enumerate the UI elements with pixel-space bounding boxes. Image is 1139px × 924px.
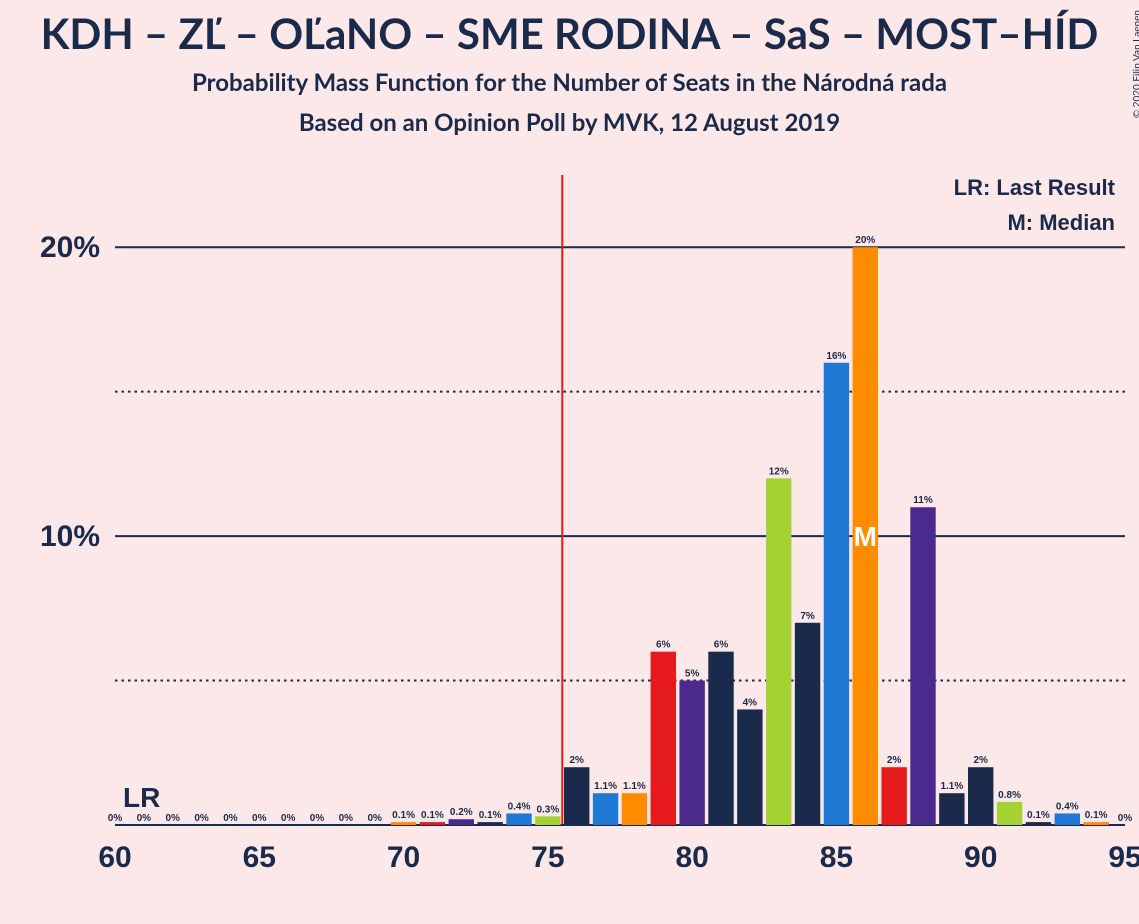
x-tick-label: 60 [98, 841, 131, 874]
bar-label: 11% [913, 495, 933, 506]
bar-label: 0% [137, 813, 152, 824]
bar-label: 2% [973, 755, 988, 766]
chart-area: 10%20%0%0%0%0%0%0%0%0%0%0%0.1%0.1%0.2%0.… [115, 175, 1125, 825]
bar-label: 0% [339, 813, 354, 824]
bar [420, 822, 445, 825]
bar-label: 0.1% [421, 810, 444, 821]
bar-label: 1.1% [623, 781, 646, 792]
x-tick-label: 80 [675, 841, 708, 874]
bar-label: 0.8% [998, 790, 1021, 801]
bar-label: 5% [685, 669, 700, 680]
copyright-text: © 2020 Filip Van Laenen [1131, 10, 1139, 118]
bar-label: 1.1% [594, 781, 617, 792]
x-tick-label: 65 [243, 841, 276, 874]
legend-m: M: Median [1007, 210, 1115, 235]
subtitle-1: Probability Mass Function for the Number… [0, 68, 1139, 97]
y-tick-label: 20% [40, 231, 100, 264]
bar-label: 0.1% [479, 810, 502, 821]
bar [824, 363, 849, 825]
bar-label: 0% [252, 813, 267, 824]
bar-label: 20% [855, 235, 875, 246]
bar-label: 4% [743, 697, 758, 708]
x-tick-label: 70 [387, 841, 420, 874]
bar [391, 822, 416, 825]
bar-label: 0% [310, 813, 325, 824]
lr-label: LR [123, 782, 160, 813]
bar-label: 0.1% [392, 810, 415, 821]
bar [968, 767, 993, 825]
bar-label: 0.4% [1056, 801, 1079, 812]
x-tick-label: 75 [531, 841, 564, 874]
subtitle-2: Based on an Opinion Poll by MVK, 12 Augu… [0, 108, 1139, 137]
bar [795, 623, 820, 825]
bar [1026, 822, 1051, 825]
bar-label: 0% [367, 813, 382, 824]
bar-label: 0% [165, 813, 180, 824]
bar-label: 12% [769, 466, 789, 477]
bar-label: 16% [826, 351, 846, 362]
bar [564, 767, 589, 825]
bar-label: 0% [194, 813, 209, 824]
bar-label: 6% [656, 640, 671, 651]
bar [997, 802, 1022, 825]
median-marker: M [854, 521, 877, 552]
legend-lr: LR: Last Result [954, 175, 1116, 200]
bar [449, 819, 474, 825]
bar [679, 681, 704, 825]
bar [766, 478, 791, 825]
bar [651, 652, 676, 825]
bar-label: 0% [108, 813, 123, 824]
bar-label: 0.2% [450, 807, 473, 818]
bar [910, 507, 935, 825]
bar-label: 0.3% [536, 804, 559, 815]
bar-label: 7% [800, 611, 815, 622]
x-tick-label: 90 [964, 841, 997, 874]
bar-label: 0.4% [508, 801, 531, 812]
bar [593, 793, 618, 825]
bar [1055, 813, 1080, 825]
bar-label: 0.1% [1085, 810, 1108, 821]
bar-label: 1.1% [940, 781, 963, 792]
bar [535, 816, 560, 825]
bar-label: 0.1% [1027, 810, 1050, 821]
bar [881, 767, 906, 825]
bar-label: 0% [1118, 813, 1133, 824]
bar [737, 709, 762, 825]
bar [477, 822, 502, 825]
x-tick-label: 95 [1108, 841, 1139, 874]
bar-label: 2% [887, 755, 902, 766]
bar-label: 0% [223, 813, 238, 824]
bar-label: 2% [569, 755, 584, 766]
x-tick-label: 85 [820, 841, 853, 874]
bar [1083, 822, 1108, 825]
bar [708, 652, 733, 825]
bar-label: 0% [281, 813, 296, 824]
main-title: KDH – ZĽ – OĽaNO – SME RODINA – SaS – MO… [0, 8, 1139, 58]
bar-label: 6% [714, 640, 729, 651]
y-tick-label: 10% [40, 520, 100, 553]
bar [939, 793, 964, 825]
bar [506, 813, 531, 825]
bar [622, 793, 647, 825]
